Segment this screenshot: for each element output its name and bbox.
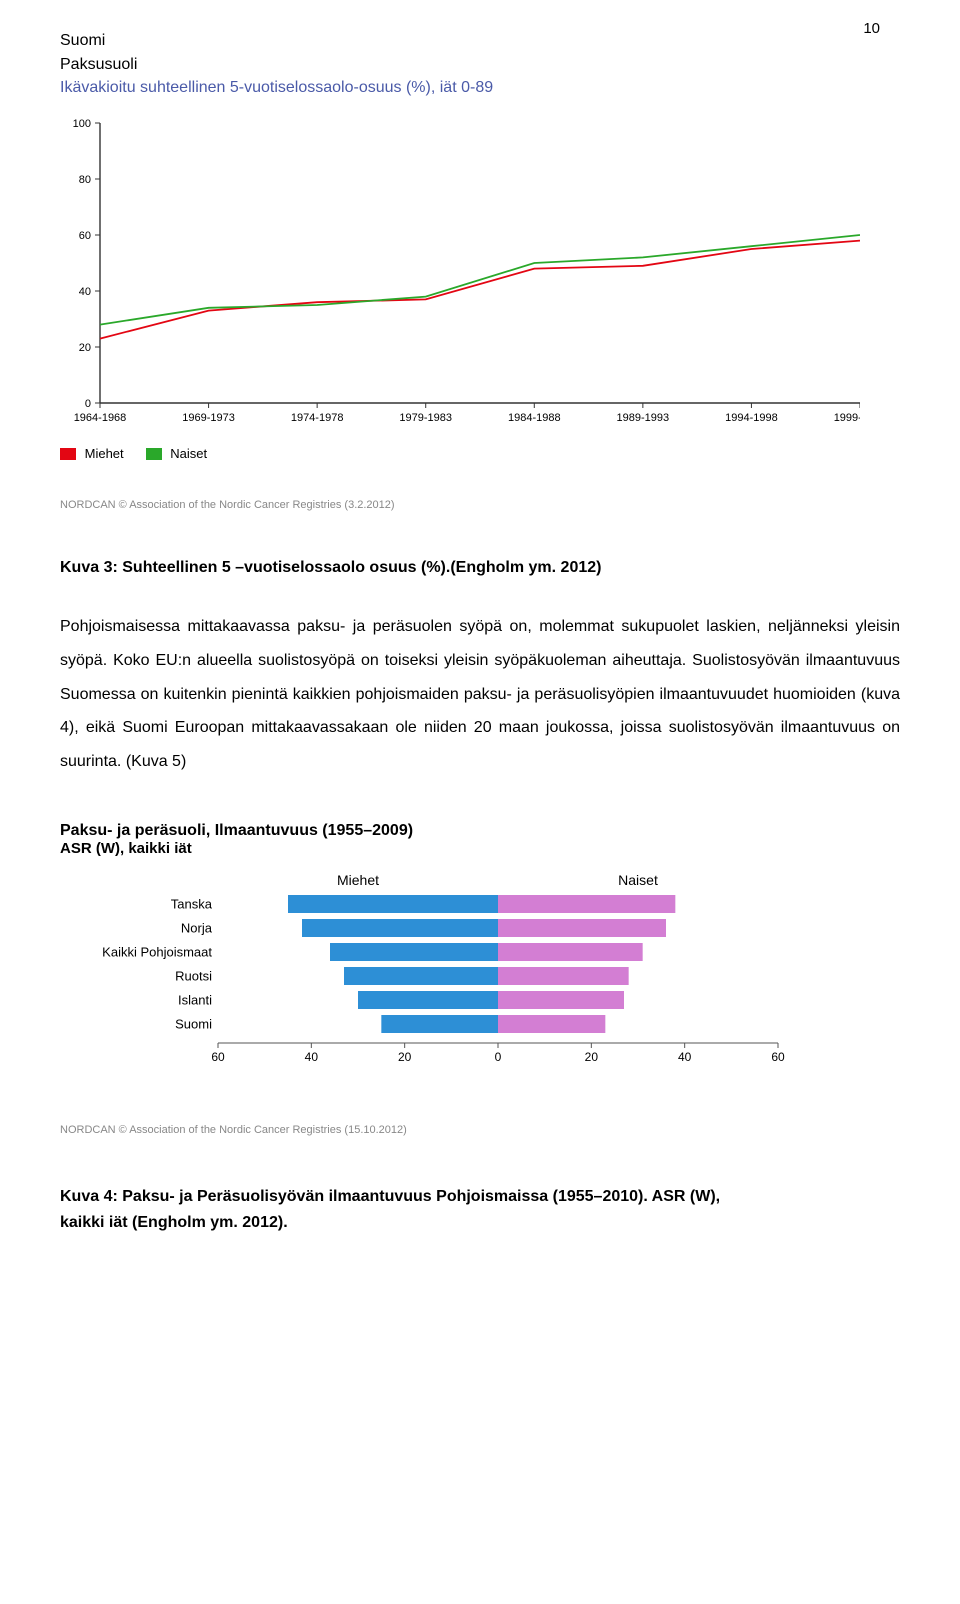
- body-paragraph: Pohjoismaisessa mittakaavassa paksu- ja …: [60, 610, 900, 778]
- svg-text:Kaikki Pohjoismaat: Kaikki Pohjoismaat: [102, 945, 212, 960]
- svg-text:1999-2003: 1999-2003: [834, 412, 860, 424]
- svg-text:40: 40: [305, 1050, 319, 1064]
- svg-text:80: 80: [79, 174, 91, 186]
- chart1-credit: NORDCAN © Association of the Nordic Canc…: [60, 499, 900, 511]
- svg-text:Suomi: Suomi: [175, 1017, 212, 1032]
- legend-item-miehet: Miehet: [60, 446, 124, 461]
- legend-label-naiset: Naiset: [170, 446, 207, 461]
- svg-text:1979-1983: 1979-1983: [399, 412, 452, 424]
- pyramid-chart-svg: Miehet Naiset Tanska Norja Kaikki Pohjoismaa…: [60, 871, 800, 1091]
- chart2-title: Paksu- ja peräsuoli, Ilmaantuvuus (1955–…: [60, 822, 900, 840]
- svg-text:1989-1993: 1989-1993: [617, 412, 670, 424]
- chart1-legend: Miehet Naiset: [60, 446, 900, 461]
- swatch-miehet: [60, 448, 76, 460]
- svg-text:100: 100: [73, 118, 91, 130]
- svg-text:1984-1988: 1984-1988: [508, 412, 561, 424]
- svg-text:1969-1973: 1969-1973: [182, 412, 235, 424]
- svg-text:1994-1998: 1994-1998: [725, 412, 778, 424]
- svg-text:20: 20: [585, 1050, 599, 1064]
- svg-text:1964-1968: 1964-1968: [74, 412, 127, 424]
- pyramid-chart: Miehet Naiset Tanska Norja Kaikki Pohjoismaa…: [60, 871, 900, 1096]
- svg-text:0: 0: [85, 398, 91, 410]
- svg-text:Naiset: Naiset: [618, 872, 658, 888]
- svg-text:60: 60: [771, 1050, 785, 1064]
- svg-text:Miehet: Miehet: [337, 872, 379, 888]
- chart1-title-line1: Suomi: [60, 30, 900, 52]
- svg-text:Norja: Norja: [181, 921, 213, 936]
- figure4-caption: Kuva 4: Paksu- ja Peräsuolisyövän ilmaan…: [60, 1184, 900, 1235]
- page: 10 Suomi Paksusuoli Ikävakioitu suhteell…: [0, 0, 960, 1276]
- page-number: 10: [863, 20, 880, 37]
- chart2-credit: NORDCAN © Association of the Nordic Canc…: [60, 1124, 900, 1136]
- legend-item-naiset: Naiset: [146, 446, 207, 461]
- svg-text:40: 40: [79, 286, 91, 298]
- svg-text:20: 20: [79, 342, 91, 354]
- chart1-title-line3: Ikävakioitu suhteellinen 5-vuotiselossao…: [60, 77, 900, 99]
- svg-text:Tanska: Tanska: [171, 897, 213, 912]
- figure3-caption: Kuva 3: Suhteellinen 5 –vuotiselossaolo …: [60, 555, 900, 581]
- svg-text:0: 0: [495, 1050, 502, 1064]
- svg-text:60: 60: [211, 1050, 225, 1064]
- line-chart-svg: 0 20 40 60 80 100 1964-1968 1969-1973 1974-1978 1…: [60, 117, 860, 427]
- svg-text:40: 40: [678, 1050, 692, 1064]
- swatch-naiset: [146, 448, 162, 460]
- svg-text:20: 20: [398, 1050, 412, 1064]
- figure4-caption-line2: kaikki iät (Engholm ym. 2012).: [60, 1214, 288, 1231]
- svg-text:Islanti: Islanti: [178, 993, 212, 1008]
- svg-text:60: 60: [79, 230, 91, 242]
- chart1-title-line2: Paksusuoli: [60, 54, 900, 76]
- svg-text:1974-1978: 1974-1978: [291, 412, 344, 424]
- svg-text:Ruotsi: Ruotsi: [175, 969, 212, 984]
- line-chart: 0 20 40 60 80 100 1964-1968 1969-1973 1974-1978 1…: [60, 117, 900, 432]
- chart2-subtitle: ASR (W), kaikki iät: [60, 840, 900, 857]
- legend-label-miehet: Miehet: [85, 446, 124, 461]
- figure4-caption-line1: Kuva 4: Paksu- ja Peräsuolisyövän ilmaan…: [60, 1188, 720, 1205]
